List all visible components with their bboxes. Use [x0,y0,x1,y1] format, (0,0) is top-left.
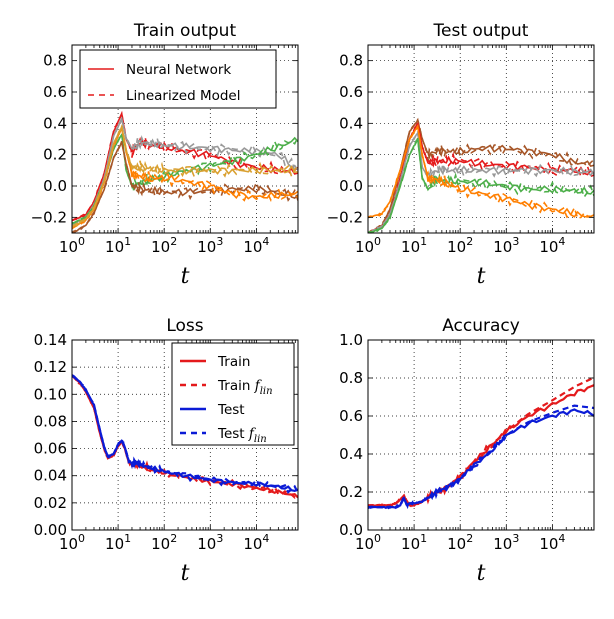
y-tick-label: 0.4 [43,114,67,132]
legend-label: Test flin [217,426,267,445]
series-1-linearized-line [368,404,594,510]
x-tick-label: 100 [59,235,85,256]
x-tick-label: 100 [355,235,381,256]
y-tick-label: 0.0 [339,177,363,195]
x-tick-label: 103 [493,235,519,256]
y-tick-label: 0.8 [43,52,67,70]
y-tick-label: 0.4 [339,114,363,132]
panel-title: Loss [166,316,203,336]
panel-3: 100 101 102 103 104 0.0 0.2 0.4 0.6 0.8 1.0 Accurac… [339,316,595,586]
plot-frame [71,44,299,234]
x-axis-label: t [181,561,190,586]
y-tick-label: 0.6 [43,83,67,101]
y-tick-label: 0.4 [339,445,363,463]
x-axis-label: t [181,264,190,289]
panel-title: Accuracy [442,316,520,336]
x-tick-label: 104 [539,235,565,256]
x-tick-label: 103 [493,532,519,553]
y-tick-label: 0.00 [34,521,67,539]
x-tick-label: 101 [401,235,427,256]
x-axis-label: t [477,561,486,586]
series-3-line [72,141,298,233]
series-1-linearized-line [368,120,594,233]
series-5-line [72,123,298,229]
y-tick-label: 1.0 [339,331,363,349]
y-tick-label: 0.2 [339,483,363,501]
x-tick-label: 101 [401,532,427,553]
x-tick-label: 104 [539,532,565,553]
x-tick-label: 102 [447,235,473,256]
series-4-line [368,123,594,219]
x-tick-label: 103 [197,532,223,553]
series-0-line [72,111,298,222]
y-tick-label: 0.04 [34,467,67,485]
series-2-line [368,131,594,233]
y-tick-label: 0.8 [339,52,363,70]
y-tick-label: 0.2 [43,146,67,164]
x-tick-label: 104 [243,532,269,553]
legend-box [79,49,277,109]
legend: Train Train flin Test Test flin [171,342,295,446]
plot-frame [71,339,299,531]
y-tick-label: 0.6 [339,407,363,425]
panel-2: 100 101 102 103 104 0.00 0.02 0.04 0.06 0.08 0.10 0… [34,316,299,586]
panel-title: Train output [133,21,237,41]
x-tick-label: 102 [447,532,473,553]
legend-label: Linearized Model [126,88,241,104]
series-0-line [368,384,594,508]
x-tick-label: 100 [59,532,85,553]
x-tick-label: 103 [197,235,223,256]
x-tick-label: 101 [105,235,131,256]
y-tick-label: −0.2 [31,208,67,226]
y-tick-label: 0.0 [339,521,363,539]
x-axis-label: t [477,264,486,289]
x-tick-label: 102 [151,235,177,256]
y-tick-label: 0.10 [34,385,67,403]
y-tick-label: −0.2 [327,208,363,226]
series-2-linearized-line [72,131,298,224]
y-tick-label: 0.12 [34,358,67,376]
x-tick-label: 100 [355,532,381,553]
series-4-line [72,125,298,230]
y-tick-label: 0.8 [339,369,363,387]
y-tick-label: 0.14 [34,331,67,349]
y-tick-label: 0.02 [34,494,67,512]
x-tick-label: 104 [243,235,269,256]
series-1-line [72,374,298,493]
x-tick-label: 102 [151,532,177,553]
y-tick-label: 0.6 [339,83,363,101]
legend: Neural Network Linearized Model [79,49,277,109]
y-tick-label: 0.0 [43,177,67,195]
series-3-linearized-line [72,142,298,233]
legend-label: Train flin [217,378,273,397]
y-tick-label: 0.2 [339,146,363,164]
series-1-line [368,408,594,510]
y-tick-label: 0.06 [34,440,67,458]
legend-label: Train [217,354,250,370]
legend-label: Test [217,402,245,418]
legend-label: Neural Network [126,62,231,78]
series-0-linearized-line [368,376,594,510]
panel-title: Test output [433,21,529,41]
panel-0: 100 101 102 103 104 −0.2 0.0 0.2 0.4 0.6 0.8 Train … [31,21,299,289]
panel-1: 100 101 102 103 104 −0.2 0.0 0.2 0.4 0.6 0.8 Test o… [327,21,595,289]
x-tick-label: 101 [105,532,131,553]
y-tick-label: 0.08 [34,412,67,430]
plot-frame [367,44,595,234]
series-3-line [368,137,594,233]
plot-frame [367,339,595,531]
